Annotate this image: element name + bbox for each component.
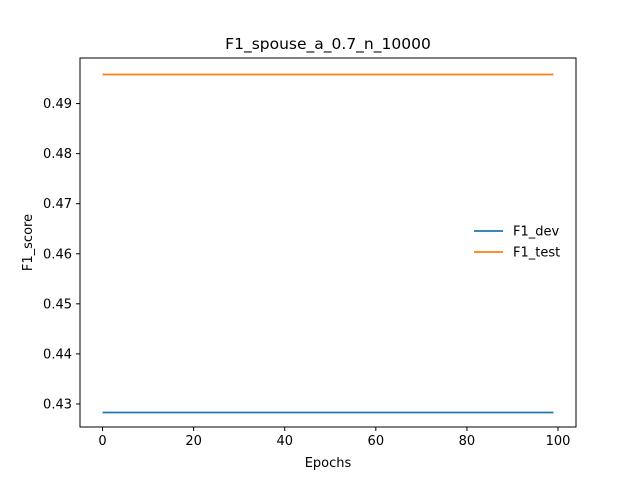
x-tick-label: 80 [459,434,476,449]
y-tick-label: 0.45 [43,297,72,312]
plot-area [79,57,577,428]
chart-title: F1_spouse_a_0.7_n_10000 [225,35,431,54]
x-tick-label: 100 [546,434,571,449]
y-tick-label: 0.48 [43,147,72,162]
y-tick-label: 0.49 [43,97,72,112]
x-tick-label: 60 [368,434,385,449]
y-tick-label: 0.46 [43,247,72,262]
legend-label: F1_test [513,246,560,261]
y-tick-label: 0.47 [43,197,72,212]
x-axis-label: Epochs [305,456,352,471]
plot-frame [79,57,577,428]
y-tick-label: 0.44 [43,347,72,362]
y-axis: 0.43 0.44 0.45 0.46 0.47 0.48 0.49 [43,97,80,412]
series-layer [102,73,554,414]
legend: F1_dev F1_test [474,225,560,261]
legend-label: F1_dev [513,225,559,240]
y-axis-label: F1_score [21,214,36,271]
x-tick-label: 20 [185,434,202,449]
x-tick-label: 0 [98,434,106,449]
x-tick-label: 40 [276,434,293,449]
y-tick-label: 0.43 [43,397,72,412]
x-axis: 0 20 40 60 80 100 [98,427,570,449]
